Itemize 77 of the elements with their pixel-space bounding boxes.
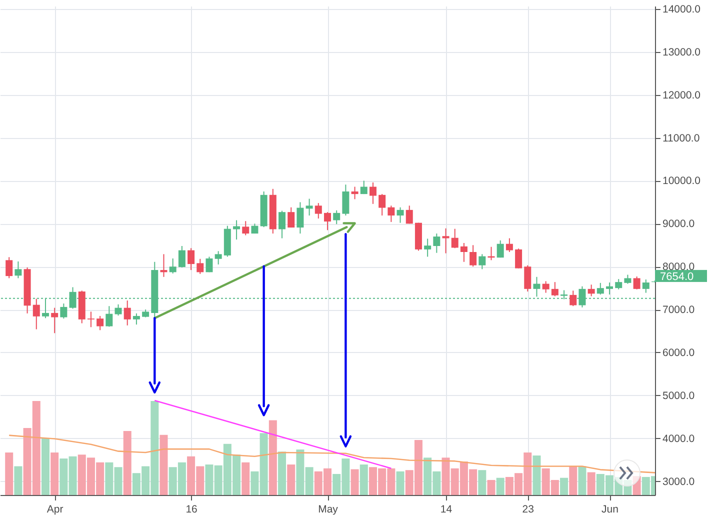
y-tick-label: 11000.0	[662, 132, 700, 144]
candlestick	[178, 245, 186, 268]
candlestick	[51, 307, 58, 334]
y-tick-label: 5000.0	[662, 390, 695, 402]
y-tick-label: 9000.0	[662, 218, 695, 230]
candlestick	[624, 274, 632, 284]
y-tick-label: 4000.0	[662, 432, 695, 445]
x-tick-label: May	[318, 504, 339, 516]
candlestick	[132, 312, 140, 326]
candlestick	[288, 206, 295, 228]
y-tick-label: 13000.0	[662, 46, 701, 58]
candlestick	[196, 258, 204, 274]
x-tick-label: 16	[186, 504, 198, 516]
candlestick	[233, 220, 240, 240]
x-tick-label: Jun	[602, 504, 619, 516]
candlestick	[32, 298, 40, 330]
candlestick	[351, 186, 358, 200]
candlestick	[470, 244, 477, 268]
candlestick	[214, 250, 222, 265]
candlestick	[14, 260, 22, 279]
y-tick-label: 6000.0	[662, 346, 695, 359]
candlestick	[406, 205, 413, 224]
line-series	[8, 434, 655, 474]
candlestick	[424, 238, 432, 258]
candlestick	[324, 212, 331, 231]
candlestick	[60, 303, 68, 320]
y-tick-label: 10000.0	[662, 175, 701, 188]
candlestick	[206, 256, 213, 273]
candlestick	[460, 242, 468, 262]
candlestick	[388, 205, 395, 222]
candlestick	[314, 202, 322, 220]
x-tick-label: 23	[522, 504, 534, 516]
candlestick	[506, 238, 513, 253]
candlestick	[124, 300, 131, 326]
candlestick	[542, 280, 550, 294]
candlestick	[596, 282, 604, 296]
candlestick	[333, 210, 340, 225]
price-tag: 7654.0	[655, 270, 707, 283]
candlestick	[606, 282, 614, 296]
candlestick	[160, 254, 168, 278]
candlestick	[96, 315, 104, 331]
candlestick	[524, 264, 532, 292]
annotation: 7654.0	[660, 270, 694, 283]
y-tick-label: 14000.0	[662, 4, 701, 16]
candlestick	[496, 240, 504, 258]
candlestick	[87, 311, 94, 328]
candlestick	[588, 284, 595, 297]
candlestick	[451, 228, 458, 249]
candlestick	[551, 282, 558, 297]
candlestick	[188, 248, 195, 271]
candlestick	[442, 228, 450, 254]
candlestick	[642, 278, 650, 294]
candlestick	[570, 290, 577, 307]
candlestick	[278, 210, 286, 239]
candlestick	[433, 233, 440, 254]
candlestick	[615, 278, 622, 290]
y-tick-label: 3000.0	[662, 476, 695, 488]
candlestick	[369, 182, 376, 204]
candlestick	[106, 306, 113, 328]
candlestick	[169, 258, 176, 274]
x-tick-label: 14	[440, 504, 452, 516]
candlestick	[6, 256, 13, 279]
candlestick	[360, 180, 368, 195]
candlestick	[478, 254, 486, 270]
candlestick	[306, 198, 313, 216]
candlestick	[396, 206, 404, 224]
y-tick-label: 7000.0	[662, 304, 695, 316]
candlestick	[342, 184, 350, 216]
candlestick	[378, 194, 386, 216]
x-tick-label: Apr	[46, 504, 64, 516]
candlestick	[242, 220, 250, 236]
candlestick	[633, 276, 640, 290]
candlestick	[114, 304, 122, 316]
candlestick	[515, 248, 522, 269]
candlestick	[533, 276, 540, 298]
y-tick-label: 12000.0	[662, 89, 701, 102]
candlestick	[296, 202, 304, 234]
